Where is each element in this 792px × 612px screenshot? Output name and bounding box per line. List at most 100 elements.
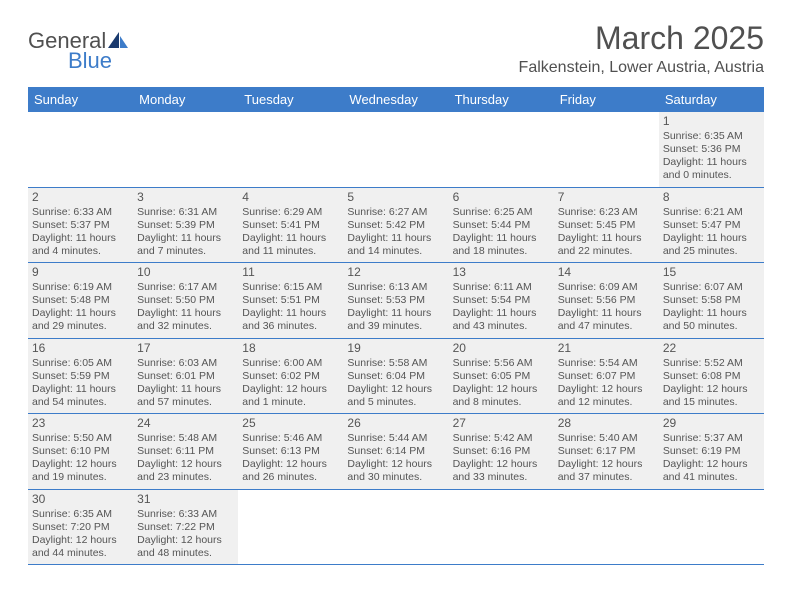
sunset-text: Sunset: 5:42 PM <box>347 219 444 232</box>
blank-cell <box>343 112 448 187</box>
day-number: 11 <box>242 265 339 280</box>
day-number: 2 <box>32 190 129 205</box>
day-cell: 3Sunrise: 6:31 AMSunset: 5:39 PMDaylight… <box>133 188 238 263</box>
sunrise-text: Sunrise: 6:35 AM <box>32 508 129 521</box>
daylight-text: Daylight: 11 hours and 22 minutes. <box>558 232 655 258</box>
day-cell: 9Sunrise: 6:19 AMSunset: 5:48 PMDaylight… <box>28 263 133 338</box>
day-cell: 10Sunrise: 6:17 AMSunset: 5:50 PMDayligh… <box>133 263 238 338</box>
day-cell: 8Sunrise: 6:21 AMSunset: 5:47 PMDaylight… <box>659 188 764 263</box>
day-cell: 14Sunrise: 6:09 AMSunset: 5:56 PMDayligh… <box>554 263 659 338</box>
daylight-text: Daylight: 12 hours and 23 minutes. <box>137 458 234 484</box>
daylight-text: Daylight: 11 hours and 11 minutes. <box>242 232 339 258</box>
week-row: 2Sunrise: 6:33 AMSunset: 5:37 PMDaylight… <box>28 188 764 264</box>
day-cell: 6Sunrise: 6:25 AMSunset: 5:44 PMDaylight… <box>449 188 554 263</box>
sunrise-text: Sunrise: 6:35 AM <box>663 130 760 143</box>
daylight-text: Daylight: 11 hours and 39 minutes. <box>347 307 444 333</box>
sunset-text: Sunset: 6:02 PM <box>242 370 339 383</box>
day-number: 30 <box>32 492 129 507</box>
sunrise-text: Sunrise: 5:58 AM <box>347 357 444 370</box>
daylight-text: Daylight: 11 hours and 36 minutes. <box>242 307 339 333</box>
sunrise-text: Sunrise: 5:42 AM <box>453 432 550 445</box>
daylight-text: Daylight: 12 hours and 19 minutes. <box>32 458 129 484</box>
sunset-text: Sunset: 5:36 PM <box>663 143 760 156</box>
day-cell: 22Sunrise: 5:52 AMSunset: 6:08 PMDayligh… <box>659 339 764 414</box>
day-number: 31 <box>137 492 234 507</box>
daylight-text: Daylight: 11 hours and 25 minutes. <box>663 232 760 258</box>
title-block: March 2025 Falkenstein, Lower Austria, A… <box>519 20 764 77</box>
page-title: March 2025 <box>519 20 764 57</box>
day-number: 16 <box>32 341 129 356</box>
sunset-text: Sunset: 5:50 PM <box>137 294 234 307</box>
day-cell: 13Sunrise: 6:11 AMSunset: 5:54 PMDayligh… <box>449 263 554 338</box>
dayhead-sun: Sunday <box>28 87 133 112</box>
sunset-text: Sunset: 6:04 PM <box>347 370 444 383</box>
day-cell: 27Sunrise: 5:42 AMSunset: 6:16 PMDayligh… <box>449 414 554 489</box>
daylight-text: Daylight: 11 hours and 4 minutes. <box>32 232 129 258</box>
sunset-text: Sunset: 5:37 PM <box>32 219 129 232</box>
daylight-text: Daylight: 12 hours and 8 minutes. <box>453 383 550 409</box>
calendar: Sunday Monday Tuesday Wednesday Thursday… <box>28 87 764 565</box>
daylight-text: Daylight: 12 hours and 1 minute. <box>242 383 339 409</box>
daylight-text: Daylight: 12 hours and 33 minutes. <box>453 458 550 484</box>
sunrise-text: Sunrise: 6:05 AM <box>32 357 129 370</box>
daylight-text: Daylight: 12 hours and 37 minutes. <box>558 458 655 484</box>
day-number: 18 <box>242 341 339 356</box>
sunrise-text: Sunrise: 6:00 AM <box>242 357 339 370</box>
day-number: 22 <box>663 341 760 356</box>
day-cell: 31Sunrise: 6:33 AMSunset: 7:22 PMDayligh… <box>133 490 238 565</box>
day-cell: 2Sunrise: 6:33 AMSunset: 5:37 PMDaylight… <box>28 188 133 263</box>
sunrise-text: Sunrise: 5:48 AM <box>137 432 234 445</box>
blank-cell <box>659 490 764 565</box>
daylight-text: Daylight: 11 hours and 14 minutes. <box>347 232 444 258</box>
blank-cell <box>343 490 448 565</box>
blank-cell <box>133 112 238 187</box>
day-number: 13 <box>453 265 550 280</box>
sunrise-text: Sunrise: 5:50 AM <box>32 432 129 445</box>
daylight-text: Daylight: 11 hours and 7 minutes. <box>137 232 234 258</box>
calendar-body: 1Sunrise: 6:35 AMSunset: 5:36 PMDaylight… <box>28 112 764 565</box>
sunset-text: Sunset: 6:08 PM <box>663 370 760 383</box>
sunset-text: Sunset: 5:56 PM <box>558 294 655 307</box>
week-row: 23Sunrise: 5:50 AMSunset: 6:10 PMDayligh… <box>28 414 764 490</box>
blank-cell <box>28 112 133 187</box>
daylight-text: Daylight: 12 hours and 30 minutes. <box>347 458 444 484</box>
sunrise-text: Sunrise: 6:13 AM <box>347 281 444 294</box>
day-number: 15 <box>663 265 760 280</box>
logo-text-2: Blue <box>68 48 112 74</box>
sunrise-text: Sunrise: 6:33 AM <box>32 206 129 219</box>
sunrise-text: Sunrise: 5:56 AM <box>453 357 550 370</box>
day-cell: 15Sunrise: 6:07 AMSunset: 5:58 PMDayligh… <box>659 263 764 338</box>
sunrise-text: Sunrise: 6:27 AM <box>347 206 444 219</box>
daylight-text: Daylight: 12 hours and 15 minutes. <box>663 383 760 409</box>
sunset-text: Sunset: 7:22 PM <box>137 521 234 534</box>
sunrise-text: Sunrise: 6:07 AM <box>663 281 760 294</box>
day-number: 12 <box>347 265 444 280</box>
day-cell: 11Sunrise: 6:15 AMSunset: 5:51 PMDayligh… <box>238 263 343 338</box>
day-cell: 29Sunrise: 5:37 AMSunset: 6:19 PMDayligh… <box>659 414 764 489</box>
sunset-text: Sunset: 6:01 PM <box>137 370 234 383</box>
sunset-text: Sunset: 6:14 PM <box>347 445 444 458</box>
daylight-text: Daylight: 11 hours and 50 minutes. <box>663 307 760 333</box>
day-number: 17 <box>137 341 234 356</box>
daylight-text: Daylight: 11 hours and 54 minutes. <box>32 383 129 409</box>
day-number: 9 <box>32 265 129 280</box>
sunrise-text: Sunrise: 6:25 AM <box>453 206 550 219</box>
sunset-text: Sunset: 6:11 PM <box>137 445 234 458</box>
sunrise-text: Sunrise: 6:15 AM <box>242 281 339 294</box>
day-cell: 20Sunrise: 5:56 AMSunset: 6:05 PMDayligh… <box>449 339 554 414</box>
blank-cell <box>238 112 343 187</box>
sunrise-text: Sunrise: 5:54 AM <box>558 357 655 370</box>
week-row: 16Sunrise: 6:05 AMSunset: 5:59 PMDayligh… <box>28 339 764 415</box>
dayhead-fri: Friday <box>554 87 659 112</box>
sunset-text: Sunset: 6:10 PM <box>32 445 129 458</box>
daylight-text: Daylight: 11 hours and 47 minutes. <box>558 307 655 333</box>
week-row: 1Sunrise: 6:35 AMSunset: 5:36 PMDaylight… <box>28 112 764 188</box>
day-number: 20 <box>453 341 550 356</box>
day-number: 10 <box>137 265 234 280</box>
sunrise-text: Sunrise: 6:23 AM <box>558 206 655 219</box>
header: General March 2025 Falkenstein, Lower Au… <box>28 20 764 77</box>
daylight-text: Daylight: 12 hours and 48 minutes. <box>137 534 234 560</box>
sunset-text: Sunset: 5:47 PM <box>663 219 760 232</box>
day-cell: 12Sunrise: 6:13 AMSunset: 5:53 PMDayligh… <box>343 263 448 338</box>
day-cell: 28Sunrise: 5:40 AMSunset: 6:17 PMDayligh… <box>554 414 659 489</box>
